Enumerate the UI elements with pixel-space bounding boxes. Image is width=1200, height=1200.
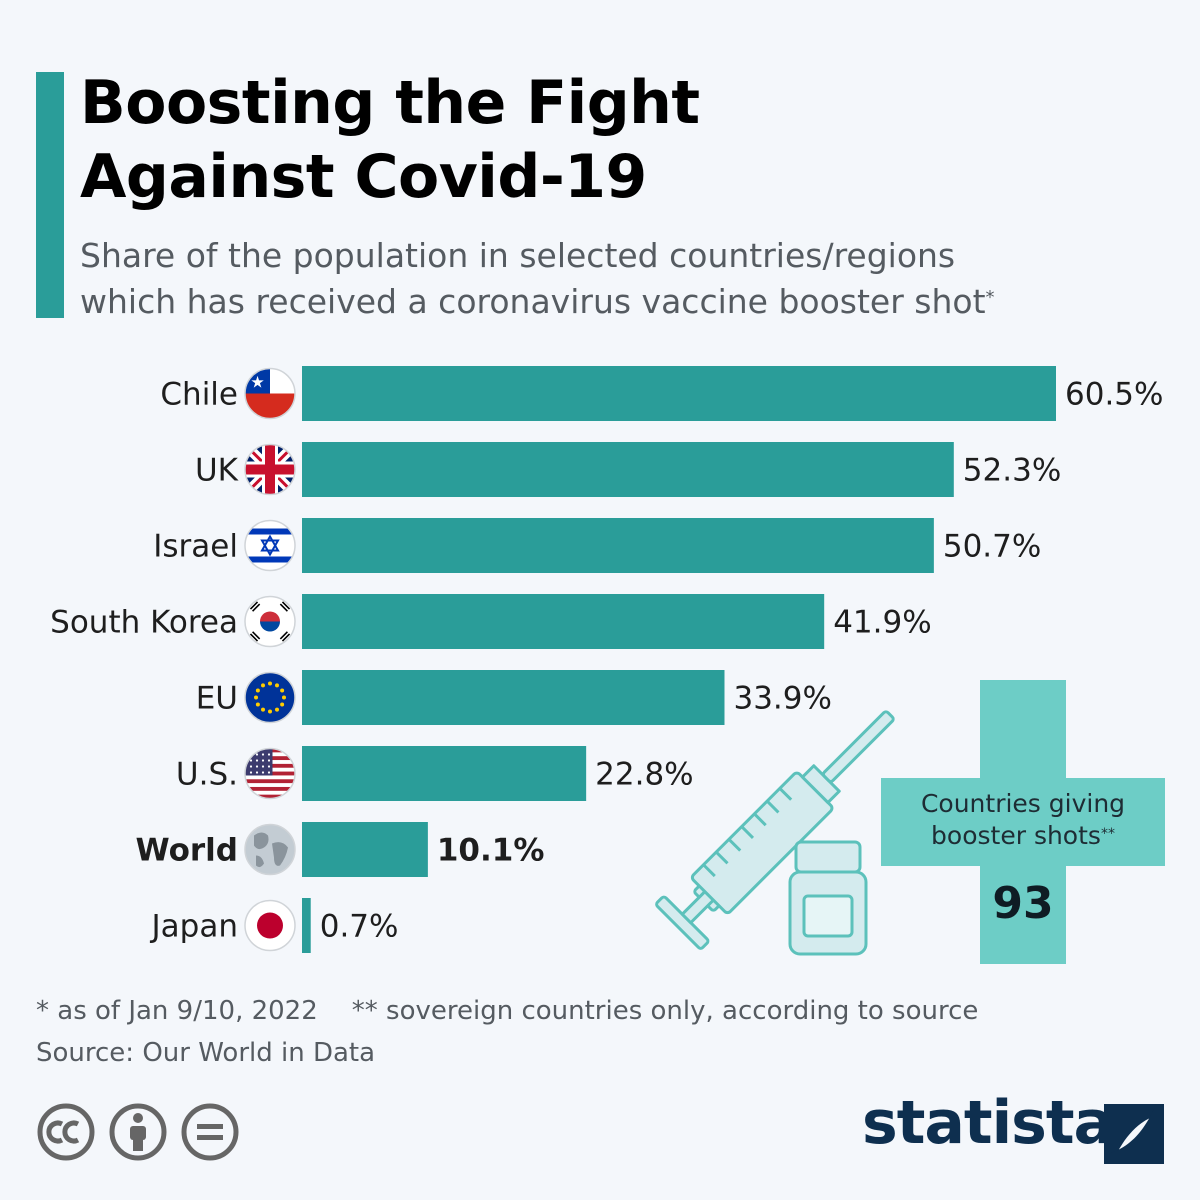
callout-label-line-1: Countries giving [920, 789, 1126, 818]
bar-chart: Chile ★ 60.5% UK 52.3% Israel 50.7% South Korea… [50, 366, 1163, 953]
page-subtitle: Share of the population in selected coun… [80, 233, 1180, 325]
bar-row: Japan 0.7% [150, 898, 399, 953]
globe-icon [244, 823, 296, 876]
source-note: Source: Our World in Data [36, 1038, 376, 1068]
chile-flag-icon: ★ [244, 367, 296, 420]
statista-logo-icon[interactable] [1104, 1104, 1164, 1164]
syringe-icon [655, 710, 895, 950]
category-label: Japan [150, 909, 238, 945]
bar [302, 518, 934, 573]
bar [302, 366, 1056, 421]
value-label: 41.9% [833, 605, 931, 641]
value-label: 52.3% [963, 453, 1061, 489]
creative-commons-icon[interactable] [37, 1103, 95, 1161]
bar-row: UK 52.3% [195, 442, 1061, 497]
value-label: 33.9% [733, 681, 831, 717]
medical-cross-icon [881, 680, 1165, 964]
callout-label: Countries giving booster shots** [881, 788, 1165, 852]
svg-text:★: ★ [250, 373, 264, 392]
eu-flag-icon [244, 671, 296, 724]
footnotes: * as of Jan 9/10, 2022 ** sovereign count… [36, 990, 978, 1074]
israel-flag-icon [244, 519, 296, 572]
value-label: 10.1% [437, 833, 545, 869]
bar [302, 594, 825, 649]
footnote-sovereign: ** sovereign countries only, according t… [351, 996, 979, 1026]
value-label: 50.7% [943, 529, 1041, 565]
bar [302, 442, 954, 497]
category-label: U.S. [176, 757, 238, 793]
category-label: World [136, 833, 239, 869]
callout-value: 93 [992, 878, 1054, 929]
no-derivatives-icon[interactable] [181, 1103, 239, 1161]
japan-flag-icon [244, 899, 296, 952]
attribution-icon[interactable] [109, 1103, 167, 1161]
value-label: 60.5% [1065, 377, 1163, 413]
uk-flag-icon [244, 443, 296, 496]
bar [302, 822, 428, 877]
bar [302, 670, 725, 725]
bar-row: South Korea 41.9% [50, 594, 932, 649]
bar-row: U.S. 22.8% [176, 746, 694, 801]
category-label: Chile [160, 377, 238, 413]
statista-logo-text[interactable]: statista [862, 1088, 1114, 1158]
category-label: EU [196, 681, 238, 717]
us-flag-icon [244, 747, 296, 800]
value-label: 0.7% [320, 909, 399, 945]
value-label: 22.8% [595, 757, 693, 793]
bar-row: EU 33.9% [196, 670, 832, 725]
bar [302, 746, 587, 801]
bar-row: Israel 50.7% [153, 518, 1041, 573]
vaccine-vial-icon [788, 840, 868, 956]
callout-footnote-mark: ** [1100, 826, 1115, 842]
title-accent-bar [36, 72, 64, 318]
footnote-date: * as of Jan 9/10, 2022 [36, 996, 318, 1026]
title-line-1: Boosting the Fight [80, 68, 700, 138]
subtitle-line-1: Share of the population in selected coun… [80, 236, 956, 275]
category-label: UK [195, 453, 239, 489]
subtitle-footnote-mark: * [985, 287, 995, 308]
bar [302, 898, 311, 953]
category-label: South Korea [50, 605, 238, 641]
category-label: Israel [153, 529, 238, 565]
callout-label-line-2: booster shots [931, 821, 1101, 850]
subtitle-line-2: which has received a coronavirus vaccine… [80, 282, 986, 321]
license-icons [37, 1103, 239, 1161]
page-title: Boosting the Fight Against Covid-19 [80, 66, 1160, 214]
title-line-2: Against Covid-19 [80, 142, 647, 212]
south-korea-flag-icon [244, 595, 296, 648]
bar-row: World 10.1% [136, 822, 545, 877]
bar-row: Chile ★ 60.5% [160, 366, 1163, 421]
